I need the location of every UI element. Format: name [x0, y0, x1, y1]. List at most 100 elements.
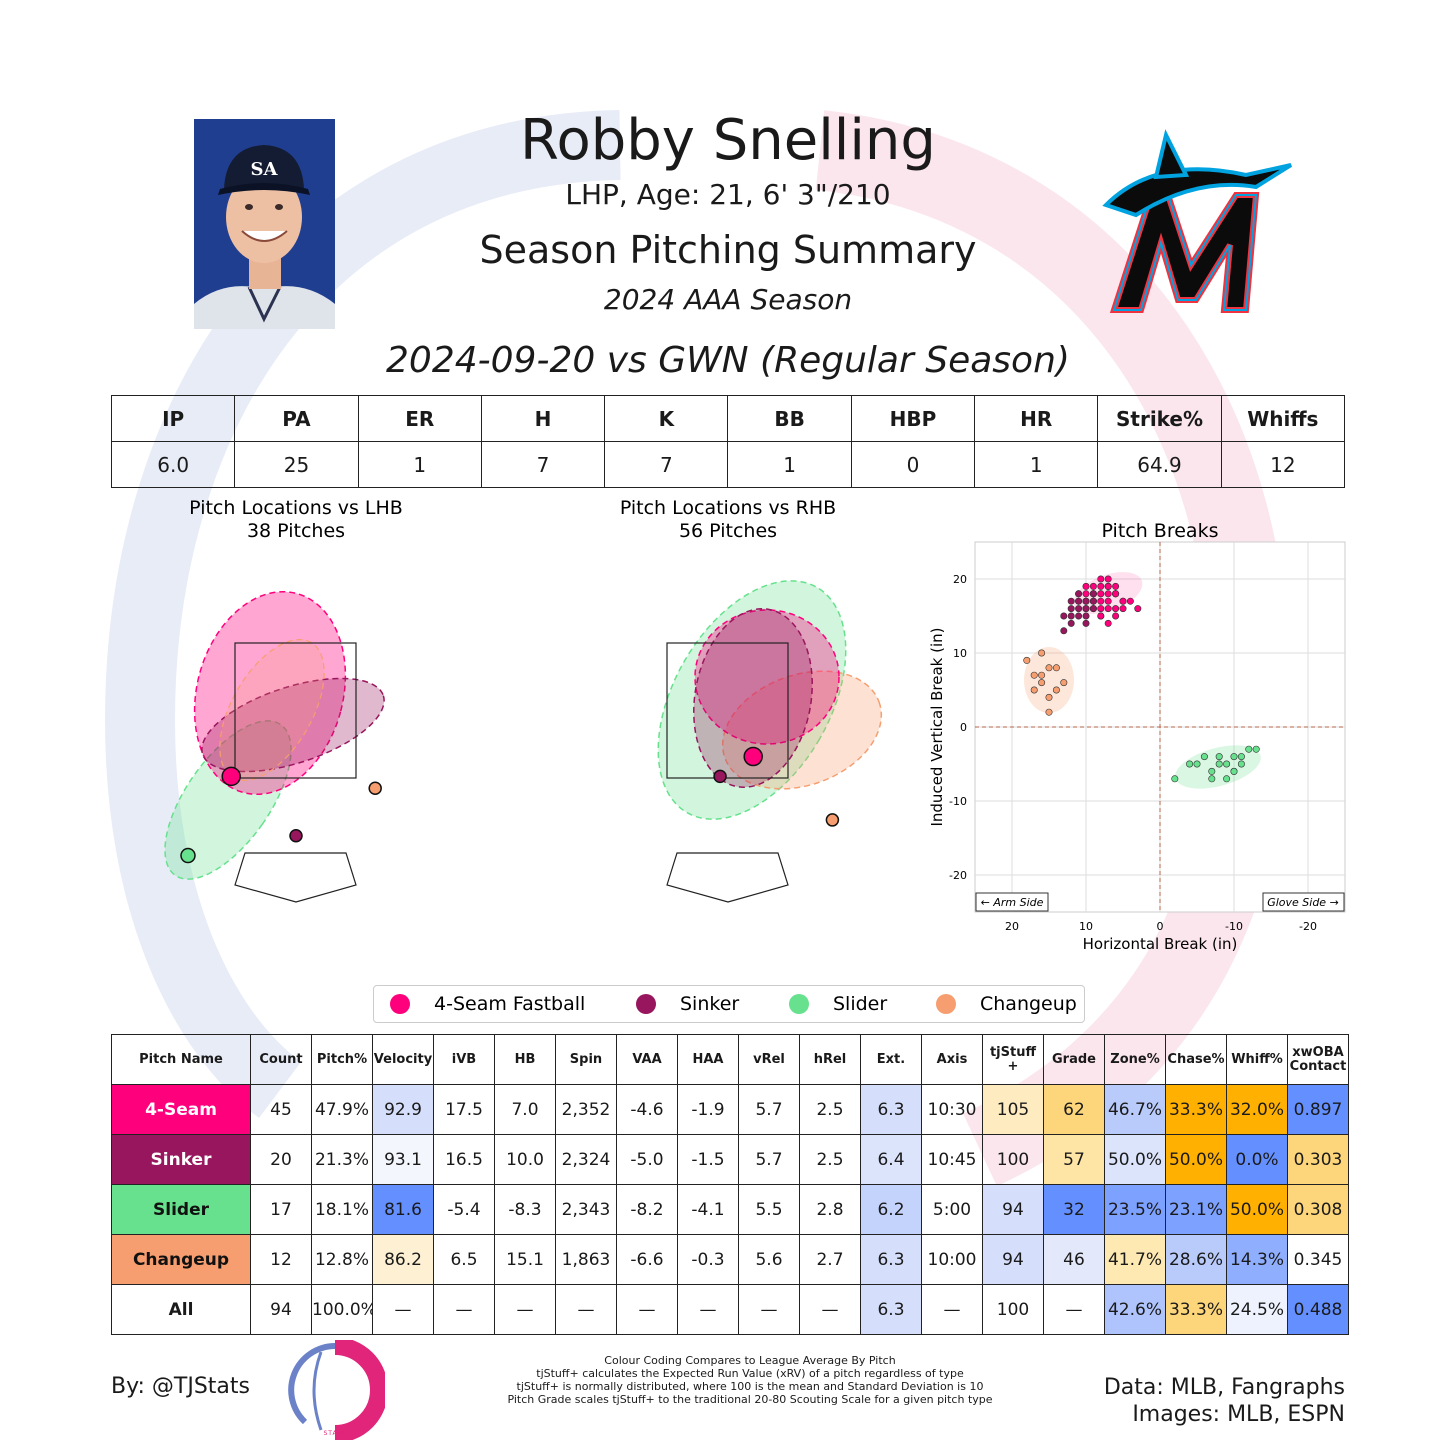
- break-point-4-seam-fastball: [1112, 590, 1120, 598]
- stat-line-value-row: 6.0 25 1 7 7 1 0 1 64.9 12: [110, 441, 1346, 488]
- stat-header-strike-pct: Strike%: [1097, 395, 1222, 442]
- pitch-table-cell-grade: 32: [1043, 1184, 1105, 1235]
- stat-value-bb: 1: [727, 441, 852, 488]
- pitch-table-cell-grade: —: [1043, 1284, 1105, 1335]
- pitch-table-cell-spin: —: [555, 1284, 617, 1335]
- pitch-table-header-hrel: hRel: [799, 1034, 861, 1085]
- pitch-table-cell-hrel: 2.8: [799, 1184, 861, 1235]
- pitch-table-cell-vrel: 5.7: [738, 1134, 800, 1185]
- pitch-table-cell-vrel: 5.6: [738, 1234, 800, 1285]
- pitch-table-cell-hb: 7.0: [494, 1084, 556, 1135]
- pitch-table-cell-haa: -1.9: [677, 1084, 739, 1135]
- break-point-sinker: [1075, 605, 1083, 613]
- pitch-table-cell-hb: —: [494, 1284, 556, 1335]
- pitch-table-cell-pitch: 12.8%: [311, 1234, 373, 1285]
- break-point-changeup: [1045, 693, 1053, 701]
- pitch-table-cell-spin: 1,863: [555, 1234, 617, 1285]
- pitch-table-cell-ivb: 17.5: [433, 1084, 495, 1135]
- pitch-table-cell-velocity: 86.2: [372, 1234, 434, 1285]
- pitch-table-header-hb: HB: [494, 1034, 556, 1085]
- stat-value-hr: 1: [974, 441, 1099, 488]
- pitch-table-header-grade: Grade: [1043, 1034, 1105, 1085]
- pitch-table-cell-axis: —: [921, 1284, 983, 1335]
- breaks-y-tick-label: -10: [949, 795, 967, 808]
- table-row: Sinker 20 21.3% 93.1 16.5 10.0 2,324 -5.0 -1.5 5.…: [111, 1134, 1349, 1185]
- pitch-table-cell-whiff: 32.0%: [1226, 1084, 1288, 1135]
- pitch-table-cell-xwoba-contact: 0.303: [1287, 1134, 1349, 1185]
- rhb-sinker-ellipse: [693, 608, 813, 788]
- team-logo: [1096, 125, 1296, 320]
- credits: Data: MLB, Fangraphs Images: MLB, ESPN: [1000, 1374, 1345, 1428]
- breaks-x-tick-label: 20: [1005, 920, 1019, 933]
- legend-marker-slider: [789, 994, 809, 1014]
- pitch-table-cell-grade: 46: [1043, 1234, 1105, 1285]
- break-point-slider: [1237, 760, 1245, 768]
- break-point-slider: [1230, 753, 1238, 761]
- pitch-breaks-plot: Pitch Breaks 20 10 0 -10 -20 20 10 0 -10 -20 ← Ar…: [928, 520, 1346, 953]
- pitch-table-cell-zone: 46.7%: [1104, 1084, 1166, 1135]
- break-point-sinker: [1060, 612, 1068, 620]
- pitch-table-header-ivb: iVB: [433, 1034, 495, 1085]
- lhb-plot-title: Pitch Locations vs LHB: [189, 497, 403, 519]
- legend-label-sinker: Sinker: [680, 993, 739, 1015]
- legend-marker-sinker: [636, 994, 656, 1014]
- break-point-4-seam-fastball: [1104, 582, 1112, 590]
- pitch-table-cell-axis: 10:00: [921, 1234, 983, 1285]
- pitch-table-cell-axis: 5:00: [921, 1184, 983, 1235]
- break-point-4-seam-fastball: [1097, 597, 1105, 605]
- tjstats-logo-text: STATS: [323, 1430, 346, 1437]
- svg-text:SA: SA: [251, 159, 279, 180]
- pitch-name-cell: Sinker: [111, 1134, 251, 1185]
- pitch-table-cell-ivb: —: [433, 1284, 495, 1335]
- pitch-table-cell-velocity: 81.6: [372, 1184, 434, 1235]
- pitch-plots: Pitch Locations vs LHB 38 Pitches Pitch …: [164, 497, 1346, 953]
- tjstats-logo: STATS: [285, 1337, 388, 1444]
- game-label: 2024-09-20 vs GWN (Regular Season): [386, 340, 1070, 381]
- arm-side-label: ← Arm Side: [981, 896, 1044, 909]
- pitch-table-header-vrel: vRel: [738, 1034, 800, 1085]
- rhb-point-sinker: [713, 769, 727, 784]
- pitch-table-cell-ext: 6.3: [860, 1234, 922, 1285]
- pitch-name-cell: Slider: [111, 1184, 251, 1235]
- rhb-plot-title: Pitch Locations vs RHB: [620, 497, 836, 519]
- break-point-4-seam-fastball: [1104, 605, 1112, 613]
- pitch-table-header-count: Count: [250, 1034, 312, 1085]
- break-point-sinker: [1082, 619, 1090, 627]
- pitch-table-cell-hb: -8.3: [494, 1184, 556, 1235]
- footnote-line: Colour Coding Compares to League Average…: [604, 1354, 896, 1367]
- pitch-name-cell: All: [111, 1284, 251, 1335]
- pitch-metrics-table: Pitch Name Count Pitch% Velocity iVB HB Spin VA…: [111, 1034, 1349, 1335]
- lhb-point-slider: [180, 847, 196, 864]
- break-point-4-seam-fastball: [1097, 605, 1105, 613]
- table-row: All 94 100.0% — — — — — — — —6.3—100—42.6% 33.3% 24.…: [111, 1284, 1349, 1335]
- lhb-sinker-ellipse: [201, 677, 385, 773]
- lhb-home-plate: [234, 852, 357, 903]
- pitch-table-header-zone: Zone%: [1104, 1034, 1166, 1085]
- break-point-slider: [1215, 760, 1223, 768]
- break-point-4-seam-fastball: [1097, 582, 1105, 590]
- pitch-table-cell-xwoba-contact: 0.308: [1287, 1184, 1349, 1235]
- stat-header-ip: IP: [110, 395, 236, 442]
- lhb-point-4-seam-fastball: [221, 766, 241, 787]
- stat-value-k: 7: [604, 441, 729, 488]
- lhb-point-sinker: [289, 829, 303, 843]
- pitch-table-header-xwoba-contact: xwOBA Contact: [1287, 1034, 1349, 1085]
- pitch-table-header-ext: Ext.: [860, 1034, 922, 1085]
- break-point-4-seam-fastball: [1089, 582, 1097, 590]
- break-point-4-seam-fastball: [1134, 605, 1142, 613]
- pitch-table-cell-spin: 2,324: [555, 1134, 617, 1185]
- break-point-sinker: [1089, 597, 1097, 605]
- lhb-slider-ellipse: [164, 720, 292, 880]
- pitch-table-cell-xwoba-contact: 0.488: [1287, 1284, 1349, 1335]
- pitch-table-cell-pitch: 100.0%: [311, 1284, 373, 1335]
- arm-side-annotation: ← Arm Side: [975, 892, 1049, 912]
- rhb-point-4-seam-fastball: [743, 746, 763, 767]
- stat-header-pa: PA: [234, 395, 359, 442]
- break-point-slider: [1237, 753, 1245, 761]
- pitch-table-cell-hrel: 2.5: [799, 1084, 861, 1135]
- lhb-point-changeup: [368, 781, 382, 795]
- break-point-sinker: [1075, 612, 1083, 620]
- pitch-table-cell-tjstuff: 94: [982, 1234, 1044, 1285]
- location-plot-lhb: Pitch Locations vs LHB 38 Pitches: [164, 497, 403, 903]
- pitch-table-cell-zone: 41.7%: [1104, 1234, 1166, 1285]
